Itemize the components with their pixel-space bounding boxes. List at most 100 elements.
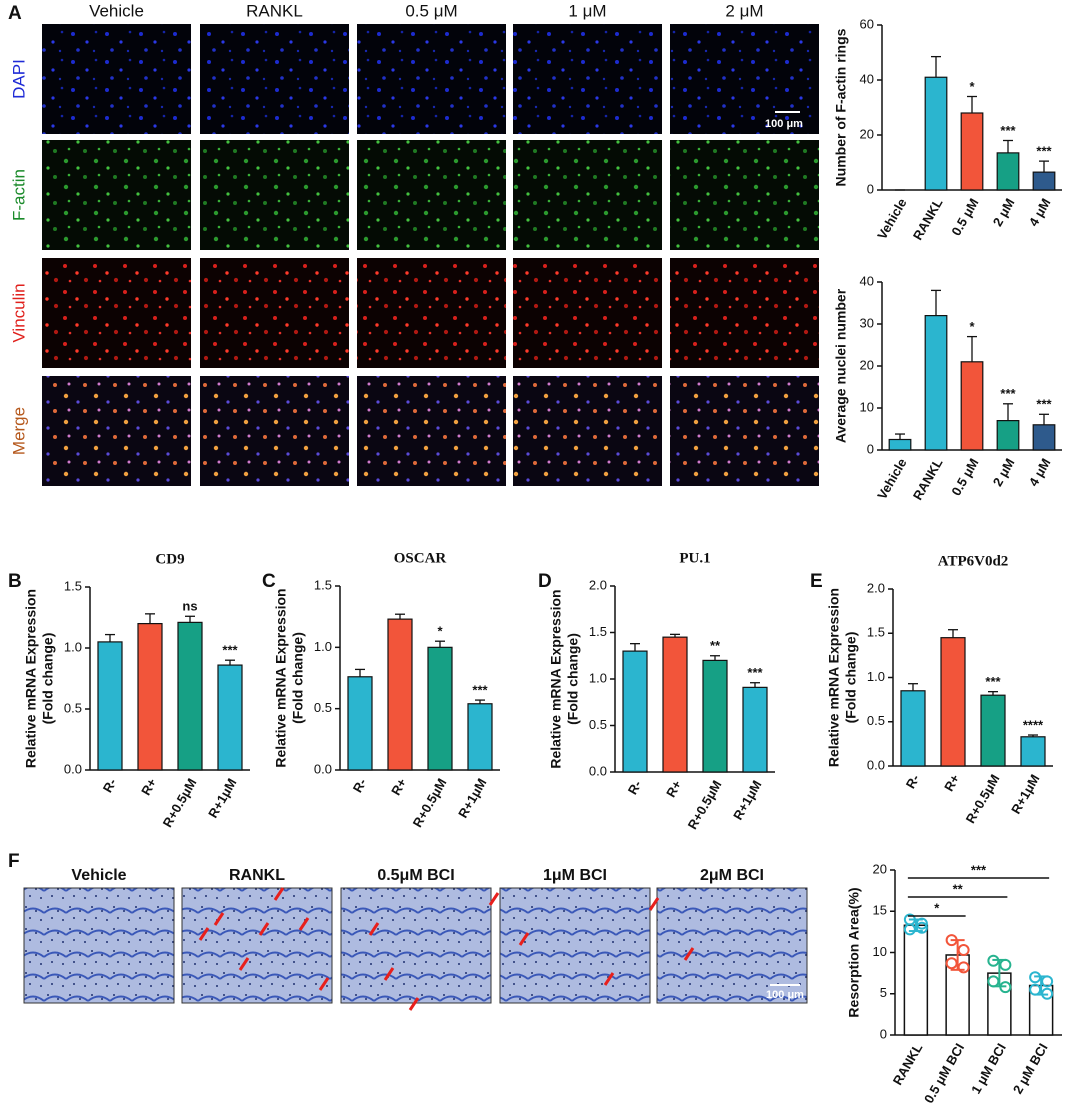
x-tick-label: R+ [663,777,685,800]
arrow [258,922,270,936]
bar [177,621,203,771]
micrograph [42,140,191,250]
scale-bar-label: 100 μm [766,989,804,1001]
y-tick-label: 1.5 [867,625,885,640]
arrow [238,957,250,971]
significance-label: *** [1000,386,1016,401]
significance-label: * [969,319,975,334]
bar [217,664,243,771]
micrograph [200,140,349,250]
y-tick-label: 0.5 [64,700,82,715]
error-bar [1028,734,1038,737]
bar [137,622,163,771]
error-bar [931,289,941,316]
bar [97,641,123,771]
significance-label: *** [222,643,238,658]
y-tick-label: 0 [880,1026,887,1041]
y-tick-label: 1.0 [314,639,332,654]
data-point [915,917,928,930]
micrograph [670,24,819,134]
x-tick-label: R+ [388,775,410,798]
y-tick-label: 0.5 [589,717,607,732]
x-tick-label: RANKL [890,1041,926,1088]
error-bar [475,699,485,704]
x-tick-label: R+1μM [205,776,239,821]
arrow [648,897,660,911]
bar [924,76,948,191]
micrograph [357,140,506,250]
arrow [603,972,615,986]
bar [996,152,1020,191]
bar [900,690,926,767]
y-tick-label: 1.0 [589,670,607,685]
y-tick-label: 40 [860,71,874,86]
x-tick-label: RANKL [910,196,946,243]
error-bar [670,633,680,638]
data-point [1041,987,1054,1000]
arrow [408,997,420,1011]
bar [387,618,413,771]
data-point [987,954,1000,967]
column-header: RANKL [229,867,285,884]
bar [1032,171,1056,191]
significance-label: *** [472,683,488,698]
x-tick-label: R+0.5μM [410,776,450,830]
bar [467,703,493,771]
y-axis-label: (Fold change) [40,633,56,725]
x-tick-label: R- [903,772,923,791]
bar [940,637,966,767]
y-tick-label: 10 [873,944,887,959]
data-point [945,957,958,970]
significance-label: *** [747,665,763,680]
panel-label: E [810,571,823,592]
bar [960,361,984,451]
significance-label: * [969,79,975,94]
significance-label: *** [1000,123,1016,138]
data-point [957,944,970,957]
y-tick-label: 1.5 [314,577,332,592]
chart-title: ATP6V0d2 [938,553,1009,569]
micrograph [23,887,175,1004]
bar [888,438,912,451]
y-axis-label: (Fold change) [290,632,306,724]
x-tick-label: R+1μM [455,776,489,821]
error-bar [105,633,115,642]
y-axis-label: Relative mRNA Expression [548,589,564,768]
micrograph [357,376,506,486]
significance-label: *** [985,674,1001,689]
y-tick-label: 0 [867,181,874,196]
micrograph [42,376,191,486]
panel-label: B [8,571,22,592]
y-tick-label: 0.0 [64,761,82,776]
error-bar [895,433,905,440]
y-axis-label: Number of F-actin rings [833,28,849,186]
y-axis-label: Relative mRNA Expression [273,588,289,767]
x-tick-label: RANKL [910,456,946,503]
error-bar [967,335,977,362]
arrow [198,927,210,941]
error-bar [630,643,640,652]
panel-label: F [8,851,20,872]
y-tick-label: 30 [860,315,874,330]
data-point [999,958,1012,971]
micrograph [200,376,349,486]
y-tick-label: 0.0 [867,757,885,772]
error-bar [1039,160,1049,173]
micrograph [42,24,191,134]
error-bar [355,668,365,677]
error-bar [1039,413,1049,425]
error-bar [710,655,720,661]
bar [427,646,453,771]
error-bar [931,55,941,78]
micrograph [513,258,662,368]
x-tick-label: R- [100,776,120,795]
arrow [318,977,330,991]
y-tick-label: 0.5 [867,713,885,728]
data-point [1041,975,1054,988]
data-point [1029,971,1042,984]
x-tick-label: R+1μM [1008,772,1042,817]
error-bar [988,691,998,696]
row-label: Merge [9,407,28,455]
panel-label: C [262,571,276,592]
x-tick-label: 1 μM BCI [968,1041,1009,1097]
